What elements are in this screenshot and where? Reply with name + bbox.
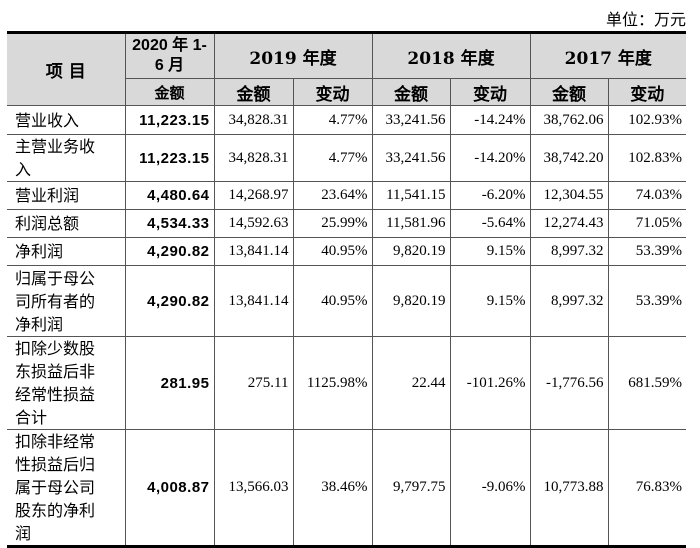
header-period-2018: 2018 年度: [371, 32, 531, 79]
unit-label: 单位：万元: [605, 10, 686, 29]
financial-table: 项 目 2020 年 1-6 月 2019 年度 2018 年度 2017 年度…: [7, 31, 687, 548]
amount-2019: 13,841.14: [213, 265, 294, 337]
amount-2020h1: 4,480.64: [124, 181, 215, 210]
amount-2018: 33,241.56: [371, 105, 451, 135]
amount-2018: 9,797.75: [371, 429, 451, 547]
change-2019: 38.46%: [292, 429, 373, 547]
header-amount: 金额: [125, 78, 215, 106]
change-2017: 74.03%: [607, 181, 687, 210]
change-2019: 40.95%: [292, 265, 373, 337]
row-label-text: 扣除少数股东损益后非经常性损益合计: [15, 339, 96, 427]
amount-2018: 33,241.56: [371, 134, 451, 182]
change-2018: 9.15%: [449, 265, 531, 337]
table-row: 利润总额 4,534.33 14,592.63 25.99% 11,581.96 -5.6…: [7, 209, 687, 238]
table-row: 净利润 4,290.82 13,841.14 40.95% 9,820.19 9.15% 8…: [7, 237, 687, 266]
row-label: 营业利润: [7, 181, 126, 210]
table-row: 扣除非经常性损益后归属于母公司股东的净利润 4,008.87 13,566.03 38…: [7, 429, 687, 547]
amount-2017: 38,742.20: [529, 134, 609, 182]
change-2019: 1125.98%: [292, 336, 373, 430]
amount-2017: 8,997.32: [529, 265, 609, 337]
header-change: 变动: [292, 78, 373, 106]
amount-2020h1: 4,290.82: [124, 265, 215, 337]
amount-2020h1: 11,223.15: [124, 134, 215, 182]
row-label: 营业收入: [7, 105, 126, 135]
change-2017: 53.39%: [607, 237, 687, 266]
row-label: 净利润: [7, 237, 126, 266]
row-label-text: 主营业务收入: [15, 137, 96, 179]
amount-2018: 11,581.96: [371, 209, 451, 238]
change-2019: 4.77%: [292, 105, 373, 135]
row-label: 利润总额: [7, 209, 126, 238]
change-2017: 681.59%: [607, 336, 687, 430]
amount-2018: 9,820.19: [371, 237, 451, 266]
header-item: 项 目: [7, 32, 126, 106]
row-label-text: 净利润: [15, 242, 64, 261]
amount-2020h1: 281.95: [124, 336, 215, 430]
header-period-2020h1: 2020 年 1-6 月: [124, 32, 215, 79]
change-2018: -5.64%: [449, 209, 531, 238]
change-2018: -9.06%: [449, 429, 531, 547]
table-row: 归属于母公司所有者的净利润 4,290.82 13,841.14 40.95% 9,82…: [7, 265, 687, 337]
change-2019: 40.95%: [292, 237, 373, 266]
header-amount: 金额: [213, 78, 294, 106]
amount-2017: 38,762.06: [529, 105, 609, 135]
change-2018: 9.15%: [449, 237, 531, 266]
amount-2017: -1,776.56: [529, 336, 609, 430]
row-label-text: 归属于母公司所有者的净利润: [15, 268, 96, 334]
row-label: 扣除非经常性损益后归属于母公司股东的净利润: [7, 429, 126, 547]
header-amount: 金额: [529, 78, 609, 106]
amount-2017: 12,274.43: [529, 209, 609, 238]
amount-2019: 14,268.97: [213, 181, 294, 210]
amount-2019: 13,841.14: [213, 237, 294, 266]
table-row: 营业利润 4,480.64 14,268.97 23.64% 11,541.15 -6.2…: [7, 181, 687, 210]
change-2018: -14.24%: [449, 105, 531, 135]
table-row: 主营业务收入 11,223.15 34,828.31 4.77% 33,241.56 -1…: [7, 134, 687, 182]
row-label-text: 营业收入: [15, 110, 80, 130]
header-amount: 金额: [371, 78, 451, 106]
change-2017: 76.83%: [607, 429, 687, 547]
change-2017: 53.39%: [607, 265, 687, 337]
change-2018: -14.20%: [449, 134, 531, 182]
amount-2018: 22.44: [371, 336, 451, 430]
row-label: 主营业务收入: [7, 134, 126, 182]
table-row: 扣除少数股东损益后非经常性损益合计 281.95 275.11 1125.98% 22.…: [7, 336, 687, 430]
change-2017: 71.05%: [607, 209, 687, 238]
amount-2017: 10,773.88: [529, 429, 609, 547]
table-row: 营业收入 11,223.15 34,828.31 4.77% 33,241.56 -14.…: [7, 105, 687, 135]
amount-2017: 12,304.55: [529, 181, 609, 210]
header-period-2017: 2017 年度: [529, 32, 687, 79]
row-label-text: 利润总额: [15, 214, 80, 233]
amount-2018: 11,541.15: [371, 181, 451, 210]
row-label: 扣除少数股东损益后非经常性损益合计: [7, 336, 126, 430]
change-2019: 4.77%: [292, 134, 373, 182]
change-2018: -101.26%: [449, 336, 531, 430]
header-period-2019: 2019 年度: [213, 32, 373, 79]
header-change: 变动: [449, 78, 531, 106]
amount-2019: 34,828.31: [213, 105, 294, 135]
amount-2020h1: 4,290.82: [124, 237, 215, 266]
amount-2019: 34,828.31: [213, 134, 294, 182]
amount-2020h1: 11,223.15: [124, 105, 215, 135]
row-label: 归属于母公司所有者的净利润: [7, 265, 126, 337]
header-change: 变动: [607, 78, 687, 106]
amount-2019: 13,566.03: [213, 429, 294, 547]
amount-2019: 14,592.63: [213, 209, 294, 238]
change-2019: 25.99%: [292, 209, 373, 238]
amount-2020h1: 4,534.33: [124, 209, 215, 238]
change-2018: -6.20%: [449, 181, 531, 210]
amount-2018: 9,820.19: [371, 265, 451, 337]
amount-2017: 8,997.32: [529, 237, 609, 266]
change-2019: 23.64%: [292, 181, 373, 210]
change-2017: 102.93%: [607, 105, 687, 135]
change-2017: 102.83%: [607, 134, 687, 182]
row-label-text: 扣除非经常性损益后归属于母公司股东的净利润: [15, 432, 96, 543]
amount-2020h1: 4,008.87: [124, 429, 215, 547]
amount-2019: 275.11: [213, 336, 294, 430]
row-label-text: 营业利润: [15, 186, 80, 205]
